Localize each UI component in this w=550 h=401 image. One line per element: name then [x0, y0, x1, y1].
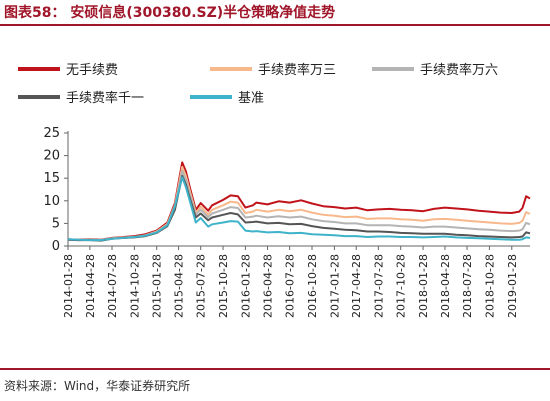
- legend-label: 手续费率千一: [66, 90, 144, 106]
- legend-label: 手续费率万六: [420, 62, 498, 78]
- x-tick-label: 2014-07-28: [106, 254, 119, 318]
- x-tick-label: 2018-01-28: [417, 254, 430, 318]
- y-tick-label: 15: [43, 171, 60, 186]
- y-tick-label: 0: [52, 239, 60, 254]
- x-tick-label: 2016-01-28: [239, 254, 252, 318]
- y-tick-label: 25: [43, 126, 60, 141]
- legend-label: 手续费率万三: [258, 62, 336, 78]
- x-tick-label: 2018-04-28: [439, 254, 452, 318]
- x-tick-label: 2015-04-28: [173, 254, 186, 318]
- plot-area: [67, 161, 531, 242]
- legend-label: 基准: [238, 91, 264, 106]
- x-tick-label: 2017-07-28: [372, 254, 385, 318]
- x-tick-label: 2016-10-28: [306, 254, 319, 318]
- source-note: 资料来源：Wind，华泰证券研究所: [4, 379, 191, 393]
- series-line: [67, 165, 531, 242]
- footer-divider: [0, 368, 550, 370]
- x-tick-label: 2015-01-28: [151, 254, 164, 318]
- figure-title: 图表58： 安硕信息(300380.SZ)半仓策略净值走势: [4, 5, 336, 21]
- y-tick-label: 5: [52, 216, 60, 231]
- legend-label: 无手续费: [66, 63, 118, 78]
- x-tick-label: 2016-04-28: [262, 254, 275, 318]
- figure-title-bar: 图表58： 安硕信息(300380.SZ)半仓策略净值走势: [0, 0, 550, 26]
- y-tick-label: 10: [43, 194, 60, 209]
- x-tick-label: 2014-04-28: [84, 254, 97, 318]
- x-axis: 2014-01-28 2014-04-28 2014-07-28 2014-10-28…: [62, 245, 530, 318]
- x-tick-label: 2018-10-28: [483, 254, 496, 318]
- x-tick-label: 2014-10-28: [128, 254, 141, 318]
- x-tick-label: 2017-04-28: [350, 254, 363, 318]
- x-tick-label: 2014-01-28: [62, 254, 75, 318]
- y-tick-label: 20: [43, 149, 60, 164]
- x-tick-label: 2019-01-28: [506, 254, 519, 318]
- x-tick-label: 2016-07-28: [284, 254, 297, 318]
- x-tick-label: 2015-07-28: [195, 254, 208, 318]
- x-tick-label: 2018-07-28: [461, 254, 474, 318]
- series-line: [67, 176, 531, 242]
- x-tick-label: 2015-10-28: [217, 254, 230, 318]
- series-line: [67, 170, 531, 242]
- y-axis: 0 5 10 15 20 25: [43, 126, 69, 254]
- x-tick-label: 2017-10-28: [395, 254, 408, 318]
- x-tick-label: 2017-01-28: [328, 254, 341, 318]
